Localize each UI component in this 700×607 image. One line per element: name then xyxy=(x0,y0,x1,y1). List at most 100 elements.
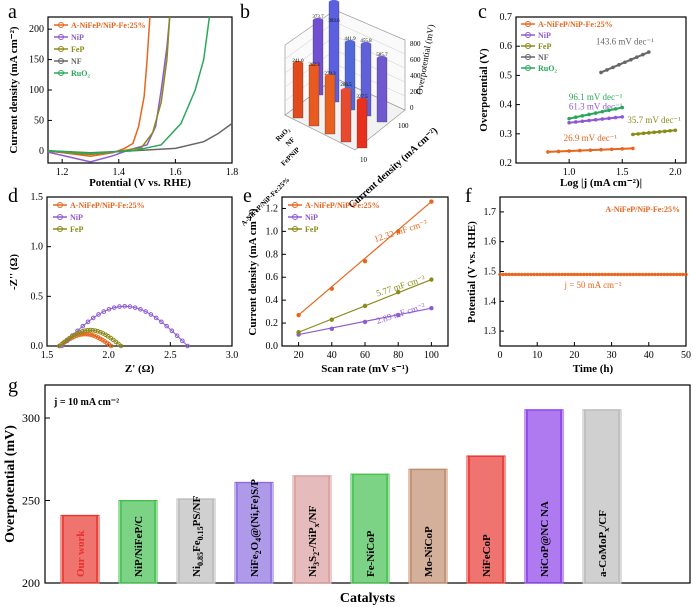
category-label-part: 0.85 xyxy=(196,552,205,566)
panel-letter: f xyxy=(465,185,472,207)
x-tick-label: 40 xyxy=(327,350,337,361)
series-line xyxy=(47,16,151,158)
data-point xyxy=(106,306,112,312)
data-point xyxy=(529,272,533,277)
bar-value-label: 286.5 xyxy=(340,83,352,88)
panel-letter: g xyxy=(8,375,18,397)
data-point xyxy=(567,149,571,153)
y-tick-label: 1.7 xyxy=(484,207,497,218)
data-point xyxy=(653,272,657,277)
data-point xyxy=(607,108,611,113)
slope-label: 143.6 mV dec⁻¹ xyxy=(596,37,654,47)
data-point xyxy=(96,312,101,317)
bar xyxy=(468,455,504,583)
data-point xyxy=(296,312,301,318)
category-label: NiCoP@NC NA xyxy=(539,501,551,577)
category-label-part: S xyxy=(307,556,319,562)
data-point xyxy=(652,130,656,135)
category-label-part: O xyxy=(249,541,261,550)
y-tick-label: 1.5 xyxy=(484,267,497,278)
slope-label: 96.1 mV dec⁻¹ xyxy=(569,92,623,102)
data-point xyxy=(593,111,598,115)
data-point xyxy=(429,277,434,282)
y-tick-label: 0.0 xyxy=(31,341,44,352)
capacitance-label: 12.32 mF cm⁻² xyxy=(373,217,429,244)
legend-label: NF xyxy=(71,57,82,66)
category-label: Ni0.85Fe0.15PS/NF xyxy=(191,496,205,577)
data-point xyxy=(362,319,368,325)
y-tick-label: 0.2 xyxy=(266,318,279,329)
category-label: Our work xyxy=(75,530,87,577)
bar-group xyxy=(292,475,332,584)
data-point xyxy=(526,272,530,277)
bar-3d xyxy=(308,65,320,127)
category-label-part: /CF xyxy=(597,510,609,529)
data-point xyxy=(498,272,502,277)
data-point xyxy=(594,272,598,277)
bar-group xyxy=(524,409,564,584)
data-point xyxy=(599,70,603,75)
data-point xyxy=(597,272,601,277)
data-point xyxy=(668,272,673,277)
data-point xyxy=(554,272,558,277)
data-point xyxy=(580,114,585,118)
y-tick-label: 1.2 xyxy=(266,203,279,214)
x-tick-label: 1.5 xyxy=(616,167,629,178)
x-tick-label: 60 xyxy=(360,350,370,361)
data-point xyxy=(636,132,640,136)
data-point xyxy=(547,272,552,277)
data-point xyxy=(138,306,143,312)
data-point xyxy=(575,272,580,277)
bar-3d xyxy=(356,99,368,149)
legend-label: RuO₂ xyxy=(538,64,557,73)
bar-3d xyxy=(340,89,352,143)
legend-marker xyxy=(57,226,63,232)
y-axis-label: Current density (mA cm⁻²) xyxy=(247,208,259,335)
data-point xyxy=(143,309,148,314)
capacitance-label: 5.77 mF cm⁻² xyxy=(375,273,427,298)
data-point xyxy=(673,128,678,133)
data-point xyxy=(90,315,96,321)
legend-marker xyxy=(525,43,531,49)
data-point xyxy=(582,272,586,277)
data-point xyxy=(659,272,663,277)
data-point xyxy=(665,272,670,277)
data-point xyxy=(607,116,611,121)
data-point xyxy=(578,272,583,277)
data-point xyxy=(566,272,570,277)
legend-label: NF xyxy=(538,53,549,62)
legend-label: NiP xyxy=(538,31,551,40)
bar xyxy=(352,474,388,583)
slope-label: 35.7 mV dec⁻¹ xyxy=(627,115,681,125)
bar-top xyxy=(357,98,367,102)
bar xyxy=(410,469,446,583)
data-point xyxy=(631,146,635,151)
legend-marker xyxy=(292,202,298,208)
data-point xyxy=(551,272,555,277)
category-label-part: a-CoMoP xyxy=(597,532,609,577)
data-point xyxy=(556,149,561,154)
bar-value-label: 279.3 xyxy=(324,72,336,77)
y-axis-label: Overpotential (mV) xyxy=(3,425,18,543)
bar-highlight xyxy=(238,483,270,582)
data-point xyxy=(80,323,86,329)
x-tick-label: 2.0 xyxy=(102,350,115,361)
data-point xyxy=(153,315,159,321)
data-point xyxy=(429,199,434,204)
y-axis-label: -Z'' (Ω) xyxy=(8,254,20,290)
panel-letter: e xyxy=(243,185,252,207)
y-tick-label: 1.6 xyxy=(484,237,497,248)
legend-label: A-NiFeP/NiP-Fe:25% xyxy=(305,201,380,210)
data-point xyxy=(513,272,518,277)
y-tick-label: 0.5 xyxy=(500,70,513,81)
y-axis-label: Overpotential (V) xyxy=(478,48,490,132)
bar xyxy=(236,482,272,583)
panel-letter: c xyxy=(478,1,487,23)
data-point xyxy=(620,147,625,151)
data-point xyxy=(641,131,646,136)
data-point xyxy=(504,272,508,277)
current-tick-label: 10 xyxy=(360,156,368,164)
data-point xyxy=(585,272,589,277)
bar-group xyxy=(234,481,274,584)
